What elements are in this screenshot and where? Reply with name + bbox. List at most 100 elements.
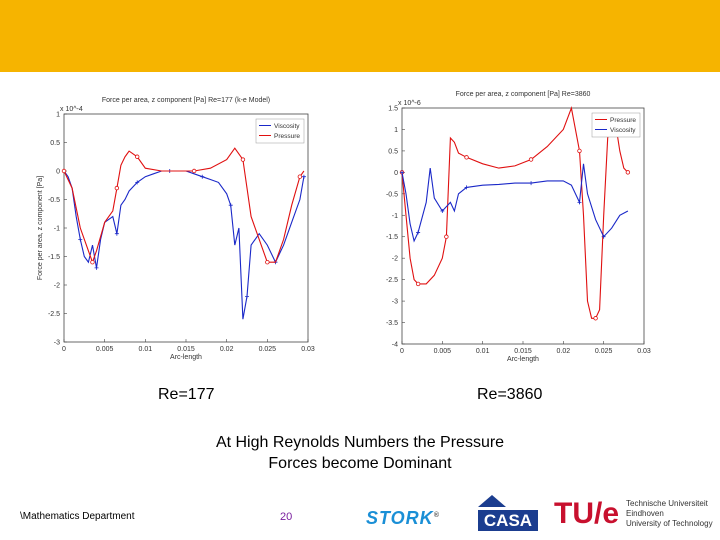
label-re3860: Re=3860	[477, 386, 543, 403]
point-pressure	[240, 157, 246, 162]
legend-entry: Pressure	[274, 133, 300, 140]
y-tick-label: -1	[392, 213, 398, 220]
y-tick-label: 0.5	[388, 148, 398, 155]
chart-re177: Force per area, z component [Pa] Re=177 …	[37, 97, 315, 361]
y-axis-label: Force per area, z component [Pa]	[37, 176, 44, 280]
y-tick-label: 1	[394, 127, 398, 134]
point-pressure	[191, 168, 197, 174]
point-pressure	[625, 170, 631, 175]
x-tick-label: 0.01	[139, 346, 153, 353]
point-viscosity	[416, 230, 421, 235]
point-pressure	[114, 185, 120, 191]
tue-text-line-1: Technische Universiteit	[626, 499, 708, 508]
y-tick-label: 0	[394, 170, 398, 177]
point-viscosity	[245, 294, 249, 299]
y-exponent-label: x 10^-4	[60, 106, 83, 113]
x-tick-label: 0.015	[177, 346, 195, 353]
y-tick-label: -0.5	[386, 191, 398, 198]
x-tick-label: 0	[400, 348, 404, 355]
y-tick-label: -3	[54, 340, 60, 347]
y-tick-label: -2.5	[48, 311, 60, 318]
y-tick-label: -3.5	[386, 320, 398, 327]
point-pressure	[528, 157, 534, 162]
tue-text-line-3: University of Technology	[626, 519, 713, 528]
point-viscosity	[200, 174, 205, 179]
header-band	[0, 0, 720, 72]
point-pressure	[415, 281, 421, 287]
conclusion-line-2: Forces become Dominant	[268, 455, 452, 472]
legend-entry: Viscosity	[274, 123, 300, 130]
y-tick-label: 0	[56, 169, 60, 176]
y-tick-label: -2	[392, 256, 398, 263]
stork-logo: STORK®	[366, 508, 440, 529]
point-viscosity	[94, 265, 99, 270]
y-tick-label: 0.5	[50, 140, 60, 147]
tue-text-line-2: Eindhoven	[626, 509, 664, 518]
y-tick-label: -2.5	[386, 277, 398, 284]
x-tick-label: 0.03	[301, 346, 315, 353]
page-number: 20	[280, 511, 293, 523]
point-viscosity	[440, 208, 445, 213]
point-viscosity	[601, 234, 606, 239]
y-tick-label: -2	[54, 283, 60, 290]
point-pressure	[593, 316, 598, 321]
legend-box	[255, 118, 305, 144]
point-pressure	[90, 259, 95, 265]
point-pressure	[444, 234, 449, 239]
y-tick-label: 1.5	[388, 106, 398, 113]
point-pressure	[134, 154, 140, 159]
footer-department: \Mathematics Department	[20, 511, 135, 522]
conclusion-line-1: At High Reynolds Numbers the Pressure	[215, 434, 505, 451]
chart-title: Force per area, z component [Pa] Re=177 …	[102, 97, 270, 104]
x-tick-label: 0.025	[259, 346, 277, 353]
point-viscosity	[577, 200, 582, 205]
stork-logo-text: STORK	[366, 508, 434, 528]
x-tick-label: 0	[62, 346, 66, 353]
x-axis-label: Arc-length	[507, 356, 539, 363]
y-tick-label: -1.5	[48, 254, 60, 261]
y-exponent-label: x 10^-6	[398, 100, 421, 107]
tue-logo: TU/e	[554, 497, 620, 530]
legend-entry: Viscosity	[610, 127, 636, 134]
legend-entry: Pressure	[610, 117, 636, 124]
point-viscosity	[78, 237, 83, 242]
point-pressure	[577, 148, 582, 154]
y-tick-label: -1	[54, 226, 60, 233]
conclusion-text: At High Reynolds Numbers the Pressure Fo…	[160, 432, 560, 474]
x-tick-label: 0.025	[595, 348, 613, 355]
stork-logo-mark: ®	[433, 512, 440, 519]
point-viscosity	[464, 185, 469, 190]
point-viscosity	[228, 203, 233, 208]
tue-text: Technische Universiteit Eindhoven Univer…	[626, 499, 713, 529]
label-re177: Re=177	[158, 386, 215, 403]
x-tick-label: 0.015	[514, 348, 532, 355]
x-tick-label: 0.03	[637, 348, 651, 355]
y-tick-label: -4	[392, 342, 398, 349]
point-pressure	[297, 174, 303, 179]
point-pressure	[61, 168, 67, 174]
casa-logo-text: CASA	[484, 511, 532, 530]
casa-logo: CASA	[478, 495, 538, 531]
point-viscosity	[114, 231, 119, 236]
chart-title: Force per area, z component [Pa] Re=3860	[456, 91, 591, 98]
series-line-viscosity	[401, 163, 629, 243]
plot-frame	[63, 113, 309, 343]
y-tick-label: 1	[56, 112, 60, 119]
x-axis-label: Arc-length	[170, 354, 202, 361]
x-tick-label: 0.005	[96, 346, 114, 353]
y-tick-label: -0.5	[48, 197, 60, 204]
x-tick-label: 0.02	[220, 346, 234, 353]
legend-box	[591, 112, 641, 138]
point-viscosity	[529, 181, 534, 186]
point-viscosity	[301, 174, 306, 179]
point-viscosity	[135, 180, 140, 185]
x-tick-label: 0.01	[476, 348, 490, 355]
x-tick-label: 0.005	[434, 348, 452, 355]
x-tick-label: 0.02	[557, 348, 571, 355]
point-viscosity	[400, 170, 404, 175]
point-pressure	[265, 259, 270, 265]
y-tick-label: -3	[392, 299, 398, 306]
chart-re3860: Force per area, z component [Pa] Re=3860…	[386, 91, 651, 363]
y-tick-label: -1.5	[386, 234, 398, 241]
point-pressure	[464, 155, 469, 160]
